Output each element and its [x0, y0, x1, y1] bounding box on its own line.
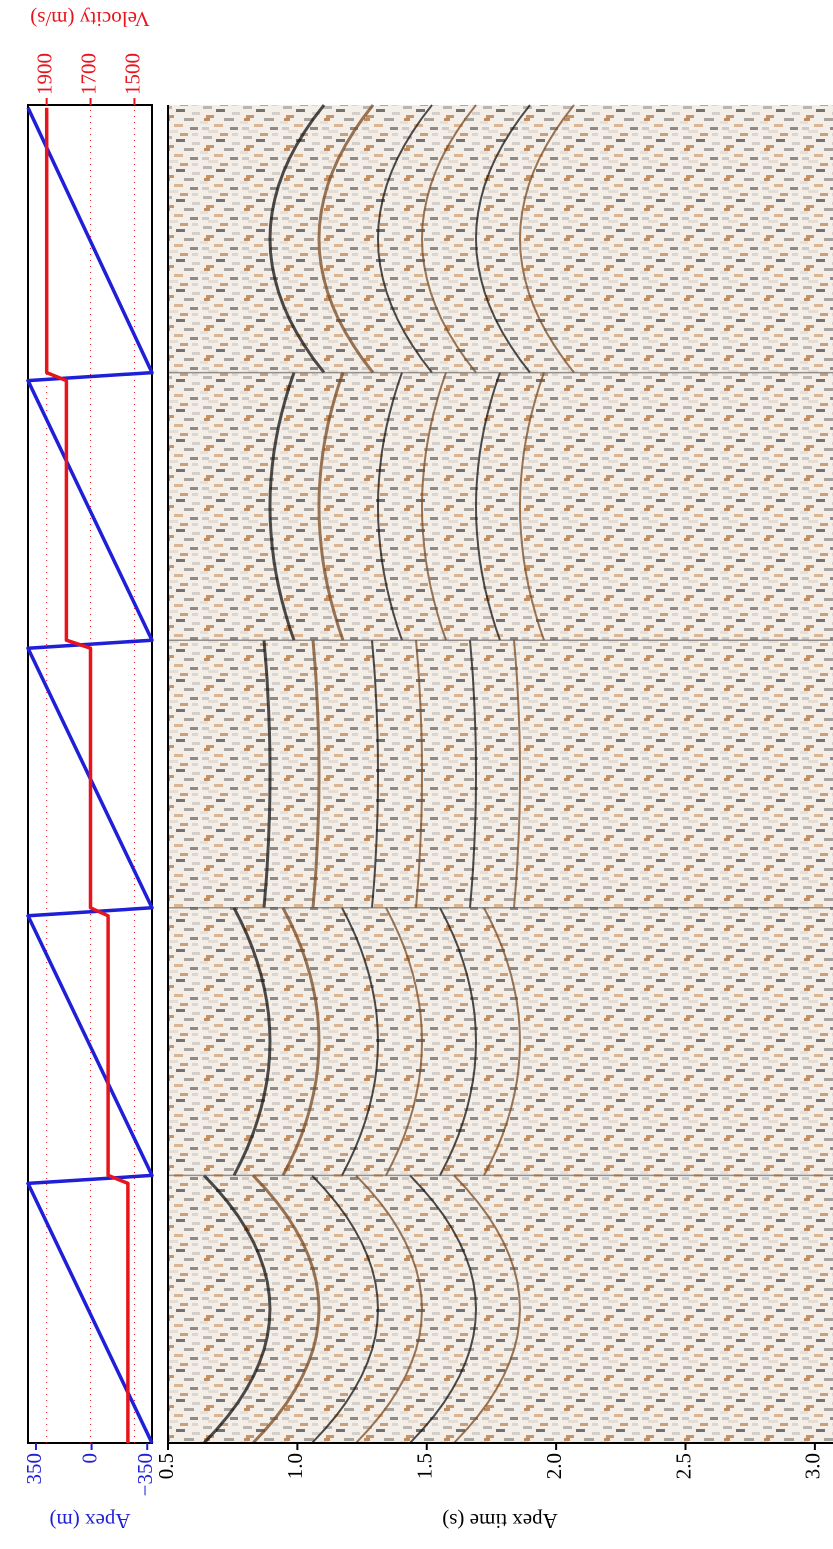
y-tick-label: 3.0: [801, 1453, 825, 1479]
reflection: [474, 104, 531, 374]
y-tick-label: −350: [133, 1453, 157, 1496]
velocity-axis-label: Velocity (m/s): [30, 7, 150, 31]
reflection: [202, 1174, 272, 1445]
reflection: [281, 907, 321, 1177]
reflection: [232, 907, 272, 1177]
reflection: [268, 104, 326, 374]
reflection: [385, 907, 424, 1176]
reflection: [268, 372, 296, 641]
reflections: [168, 104, 833, 1445]
y2-tick-label: 1500: [120, 53, 144, 95]
reflection: [518, 104, 575, 374]
reflection: [518, 372, 545, 641]
reflection: [355, 1174, 424, 1444]
reflection: [376, 104, 433, 374]
reflection: [317, 372, 345, 641]
reflection: [376, 372, 403, 641]
y2-tick-label: 1900: [32, 53, 56, 95]
y-tick-label: 350: [22, 1453, 46, 1485]
reflection: [474, 372, 501, 641]
y-tick-label: 0: [77, 1453, 101, 1464]
reflection: [483, 907, 522, 1176]
reflection: [311, 640, 321, 908]
line-series: [44, 107, 130, 1443]
reflection: [513, 640, 522, 908]
y-tick-label: 2.5: [671, 1453, 695, 1479]
y-tick-label: 1.5: [413, 1453, 437, 1479]
reflection: [453, 1174, 522, 1444]
y-tick-label: 0.5: [154, 1453, 178, 1479]
y2-tick-label: 1700: [76, 53, 100, 95]
y-tick-label: 1.0: [283, 1453, 307, 1479]
reflection: [371, 640, 380, 908]
reflection: [415, 640, 424, 908]
reflection: [469, 640, 478, 908]
time-axis-label: Apex time (s): [442, 1509, 557, 1533]
reflection: [420, 372, 447, 641]
reflection: [262, 640, 272, 908]
reflection: [341, 907, 380, 1176]
reflection: [311, 1174, 380, 1444]
reflection: [251, 1174, 321, 1445]
reflection: [439, 907, 478, 1176]
apex-axis-label: Apex (m): [49, 1509, 130, 1533]
seismic-image: [168, 105, 833, 1443]
reflection: [420, 104, 477, 374]
reflection: [409, 1174, 478, 1444]
reflection: [317, 104, 375, 374]
y-tick-label: 2.0: [542, 1453, 566, 1479]
